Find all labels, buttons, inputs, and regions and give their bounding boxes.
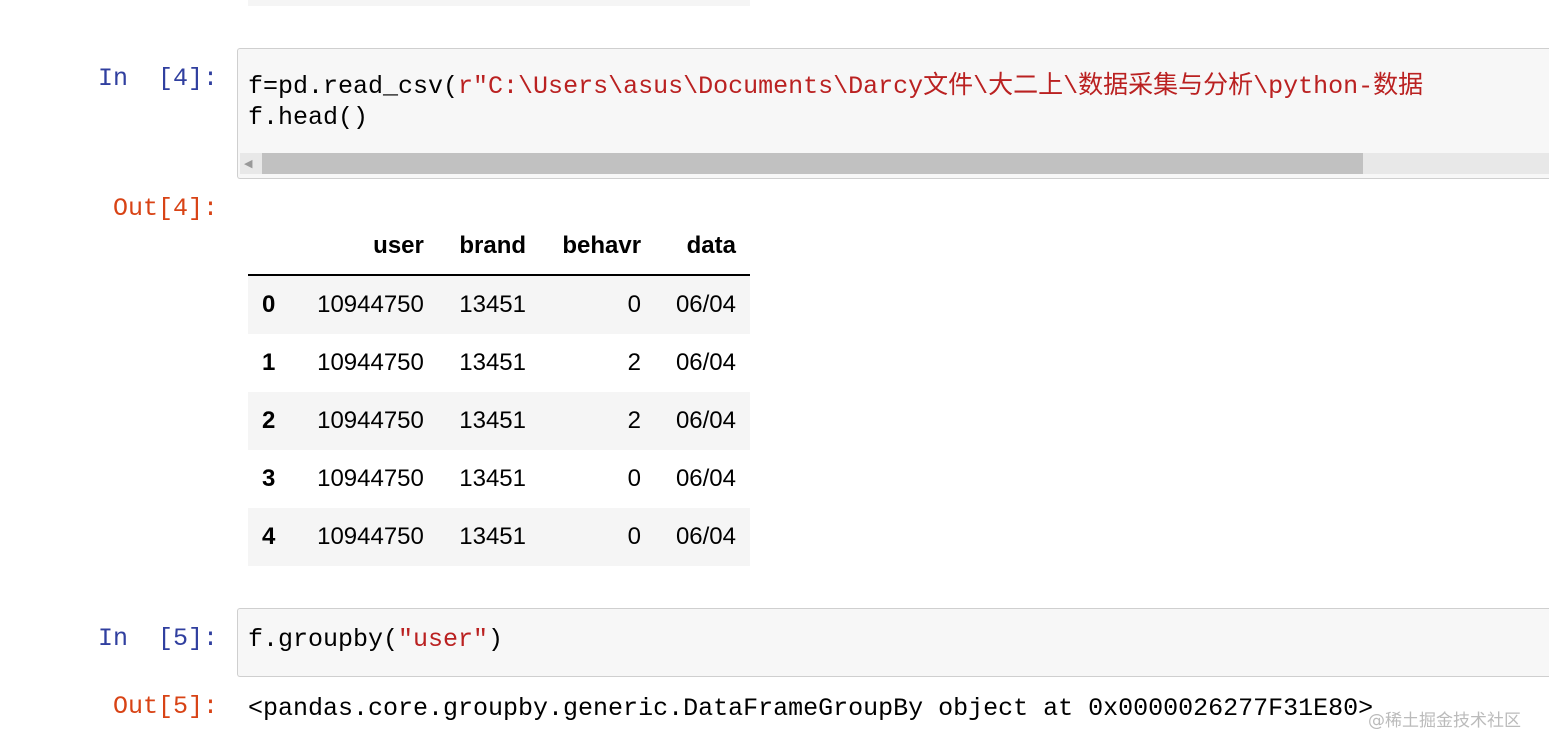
row-index: 2 bbox=[262, 407, 276, 434]
table-row: 0 10944750 13451 0 06/04 bbox=[248, 275, 750, 334]
table-header-row: user brand behavr data bbox=[248, 218, 750, 275]
column-header bbox=[248, 218, 293, 275]
column-header: data bbox=[686, 232, 736, 259]
row-index: 4 bbox=[262, 523, 276, 550]
code-cell-5[interactable]: f.groupby("user") bbox=[237, 608, 1549, 677]
code-text: f.groupby( bbox=[248, 625, 399, 654]
row-index: 3 bbox=[262, 465, 276, 492]
table-cell: 10944750 bbox=[317, 349, 424, 376]
table-cell: 06/04 bbox=[675, 291, 736, 318]
output-text: <pandas.core.groupby.generic.DataFrameGr… bbox=[248, 694, 1374, 723]
code-line-1: f=pd.read_csv(r"C:\Users\asus\Documents\… bbox=[248, 65, 1423, 101]
code-string: r"C:\Users\asus\Documents\Darcy文件\大二上\数据… bbox=[458, 72, 1424, 101]
code-cell-4[interactable]: f=pd.read_csv(r"C:\Users\asus\Documents\… bbox=[237, 48, 1549, 179]
table-row: 3 10944750 13451 0 06/04 bbox=[248, 450, 750, 508]
horizontal-scrollbar[interactable]: ◀ bbox=[240, 153, 1549, 174]
table-cell: 0 bbox=[627, 523, 642, 550]
output-prompt-5: Out[5]: bbox=[113, 692, 219, 721]
row-index: 1 bbox=[262, 349, 276, 376]
code-line-2: f.head() bbox=[248, 103, 369, 132]
table-cell: 13451 bbox=[459, 407, 527, 434]
table-cell: 10944750 bbox=[317, 407, 424, 434]
watermark: @稀土掘金技术社区 bbox=[1368, 711, 1521, 731]
code-text: f=pd.read_csv( bbox=[248, 72, 459, 101]
table-cell: 06/04 bbox=[675, 407, 736, 434]
table-cell: 06/04 bbox=[675, 465, 736, 492]
code-text: ) bbox=[488, 625, 504, 654]
table-cell: 2 bbox=[627, 407, 642, 434]
previous-output bbox=[248, 0, 750, 6]
input-prompt-5: In [5]: bbox=[98, 624, 219, 653]
column-header: behavr bbox=[562, 232, 642, 259]
table-cell: 0 bbox=[627, 465, 642, 492]
table-cell: 10944750 bbox=[317, 523, 424, 550]
scroll-left-icon[interactable]: ◀ bbox=[244, 158, 253, 170]
column-header: brand bbox=[459, 232, 527, 259]
column-header: user bbox=[373, 232, 424, 259]
table-row: 4 10944750 13451 0 06/04 bbox=[248, 508, 750, 566]
table-cell: 06/04 bbox=[675, 349, 736, 376]
output-prompt-4: Out[4]: bbox=[113, 194, 219, 223]
row-index: 0 bbox=[262, 291, 276, 318]
dataframe-table: user brand behavr data 0 10944750 13451 0 06… bbox=[248, 218, 750, 566]
table-cell: 2 bbox=[627, 349, 642, 376]
input-prompt-4: In [4]: bbox=[98, 64, 219, 93]
code-line: f.groupby("user") bbox=[248, 625, 503, 654]
table-cell: 06/04 bbox=[675, 523, 736, 550]
table-cell: 13451 bbox=[459, 523, 527, 550]
scrollbar-thumb[interactable] bbox=[262, 153, 1363, 174]
table-cell: 13451 bbox=[459, 349, 527, 376]
table-row: 1 10944750 13451 2 06/04 bbox=[248, 334, 750, 392]
table-cell: 13451 bbox=[459, 291, 527, 318]
table-row: 2 10944750 13451 2 06/04 bbox=[248, 392, 750, 450]
table-cell: 0 bbox=[627, 291, 642, 318]
table-cell: 13451 bbox=[459, 465, 527, 492]
code-string: "user" bbox=[398, 625, 489, 654]
table-cell: 10944750 bbox=[317, 291, 424, 318]
table-cell: 10944750 bbox=[317, 465, 424, 492]
